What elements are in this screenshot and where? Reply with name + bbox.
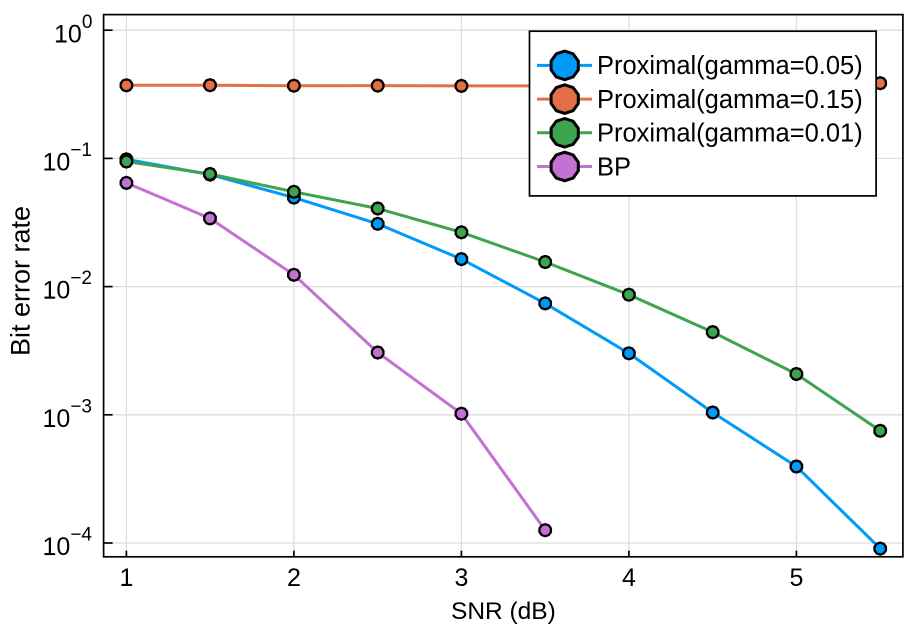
svg-text:1: 1	[119, 564, 133, 592]
svg-text:5: 5	[789, 564, 803, 592]
svg-text:4: 4	[622, 564, 636, 592]
svg-text:BP: BP	[597, 153, 631, 181]
svg-text:Proximal(gamma=0.05): Proximal(gamma=0.05)	[597, 52, 863, 80]
svg-text:3: 3	[454, 564, 468, 592]
svg-text:SNR (dB): SNR (dB)	[451, 598, 556, 625]
svg-text:Proximal(gamma=0.01): Proximal(gamma=0.01)	[597, 120, 863, 148]
svg-text:Bit error rate: Bit error rate	[6, 206, 36, 356]
svg-text:Proximal(gamma=0.15): Proximal(gamma=0.15)	[597, 86, 863, 114]
svg-text:2: 2	[287, 564, 301, 592]
